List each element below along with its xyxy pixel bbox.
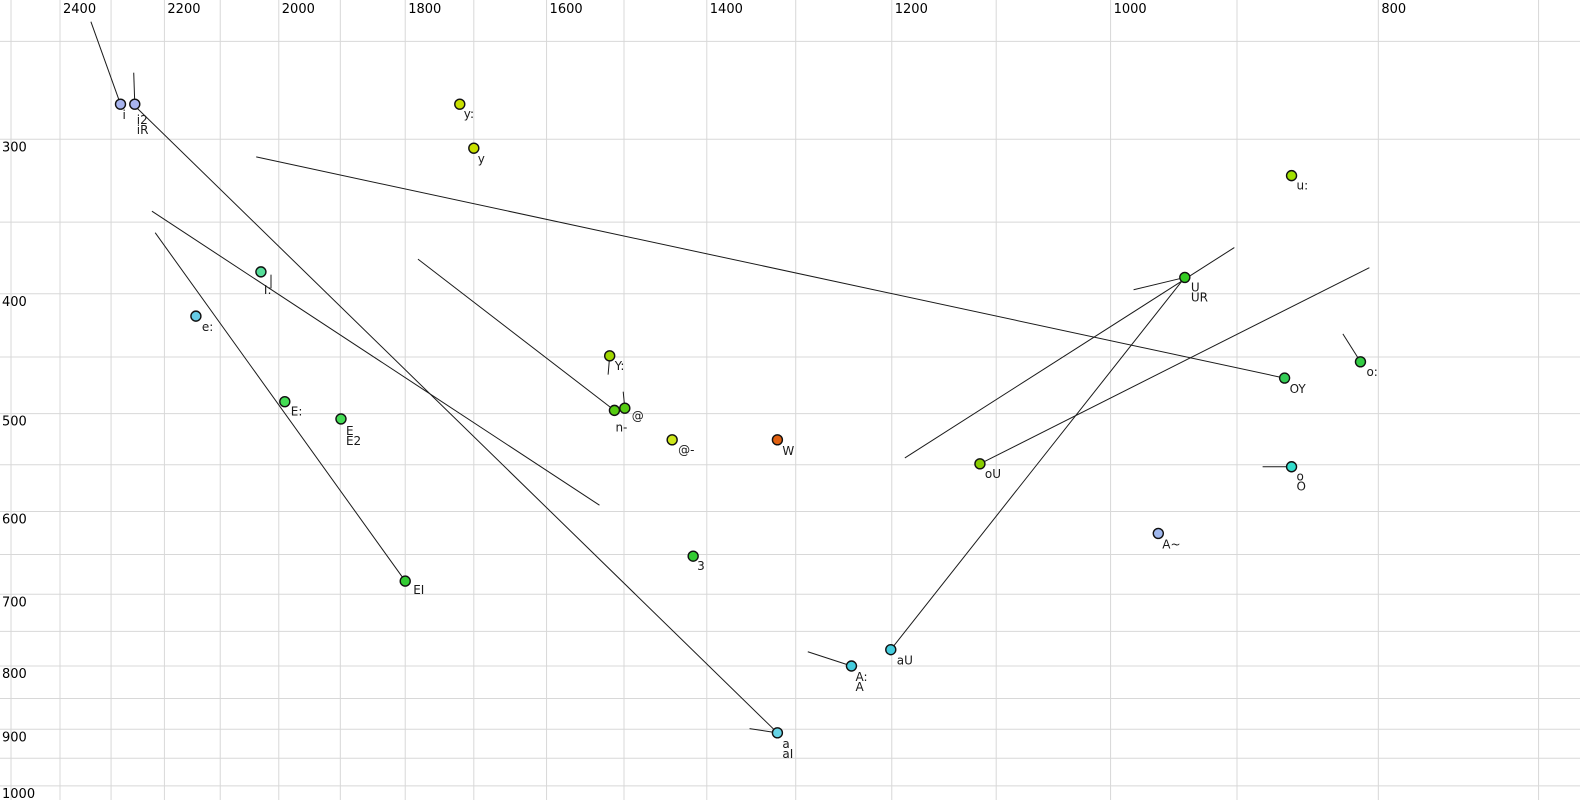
trajectory-line-6	[417, 258, 615, 411]
point-dot-oU[interactable]	[974, 458, 986, 470]
point-label-n-0: n-	[615, 420, 627, 434]
trajectory-line-5	[256, 156, 1285, 379]
point-label-aaI-1: aI	[782, 747, 793, 761]
point-dot-W[interactable]	[771, 434, 784, 446]
point-dot-Y[interactable]	[603, 350, 616, 362]
point-dot-i[interactable]	[114, 98, 127, 110]
point-label-e-0: e:	[202, 320, 213, 334]
point-label-y-0: y:	[464, 107, 474, 121]
point-dot-I[interactable]	[255, 266, 267, 278]
y-axis-tick-label-1000: 1000	[2, 787, 35, 800]
point-label-o-0: o:	[1366, 365, 1377, 379]
trajectory-line-2	[136, 107, 778, 734]
point-dot-o[interactable]	[1354, 356, 1367, 368]
point-label-W-0: W	[782, 444, 794, 458]
point-label-aU-0: aU	[897, 654, 913, 668]
point-label-aaI-0: a	[782, 737, 789, 751]
point-label-y-0: y	[478, 152, 485, 166]
point-dot-y[interactable]	[468, 142, 480, 154]
y-axis-tick-label-300: 300	[2, 140, 27, 155]
point-dot-y[interactable]	[454, 98, 466, 110]
point-dot-E[interactable]	[279, 395, 291, 408]
point-label-pt-0: @-	[678, 443, 694, 457]
point-dot-pt[interactable]	[619, 402, 631, 414]
point-label-UUR-0: U	[1191, 280, 1200, 294]
point-dot-oO[interactable]	[1285, 461, 1298, 473]
point-label-u-0: u:	[1297, 179, 1309, 193]
x-axis-tick-label-2400: 2400	[63, 2, 96, 17]
point-label-AA-0: A:	[855, 670, 867, 684]
x-axis-tick-label-1400: 1400	[710, 2, 743, 17]
y-axis-tick-label-900: 900	[2, 730, 27, 745]
point-label-oO-0: o	[1297, 470, 1304, 484]
x-axis-tick-label-1600: 1600	[550, 2, 583, 17]
point-label-i-0: i	[122, 108, 125, 122]
y-axis-tick-label-700: 700	[2, 595, 27, 610]
point-label-I-0: I:	[264, 283, 272, 297]
point-label-E-0: E:	[291, 405, 303, 419]
point-dot-OY[interactable]	[1278, 372, 1291, 384]
point-label-Y-0: Y:	[614, 359, 625, 373]
point-dot-pt[interactable]	[666, 434, 678, 446]
trajectory-line-16	[807, 651, 852, 667]
point-label-UUR-1: UR	[1191, 290, 1208, 304]
point-label-AA-1: A	[855, 680, 864, 694]
point-dot-aaI[interactable]	[771, 727, 784, 739]
point-dot-EE2[interactable]	[335, 413, 347, 425]
point-label-i2iR-0: i2	[137, 113, 148, 127]
trajectory-line-11	[904, 247, 1235, 459]
point-label-EI-0: EI	[413, 583, 424, 597]
point-label-OY-0: OY	[1290, 382, 1307, 396]
point-dot-aU[interactable]	[885, 643, 897, 656]
point-dot-3[interactable]	[687, 550, 699, 562]
point-label-pt-0: @	[632, 409, 644, 423]
point-label-3-0: 3	[697, 559, 705, 573]
point-dot-e[interactable]	[190, 310, 202, 322]
trajectory-line-4	[154, 232, 406, 582]
point-label-EE2-0: E	[346, 424, 354, 438]
trajectory-line-13	[1133, 276, 1185, 291]
point-dot-u[interactable]	[1285, 169, 1298, 182]
trajectory-line-3	[151, 210, 600, 506]
point-dot-n[interactable]	[608, 404, 621, 417]
point-label-EE2-1: E2	[346, 434, 361, 448]
x-axis-tick-label-1800: 1800	[408, 2, 441, 17]
trajectory-line-10	[979, 267, 1370, 465]
y-axis-tick-label-500: 500	[2, 415, 27, 430]
y-axis-tick-label-600: 600	[2, 513, 27, 528]
x-axis-tick-label-800: 800	[1381, 2, 1406, 17]
point-label-A-0: A~	[1162, 537, 1180, 551]
y-axis-tick-label-400: 400	[2, 295, 27, 310]
point-dot-A[interactable]	[1152, 527, 1164, 540]
x-axis-tick-label-2200: 2200	[167, 2, 200, 17]
x-axis-tick-label-2000: 2000	[282, 2, 315, 17]
point-label-oU-0: oU	[985, 467, 1001, 481]
point-dot-i2iR[interactable]	[129, 98, 141, 110]
point-label-i2iR-1: iR	[137, 123, 149, 137]
trajectory-line-12	[890, 277, 1186, 650]
x-axis-tick-label-1200: 1200	[895, 2, 928, 17]
point-dot-EI[interactable]	[399, 575, 411, 587]
point-label-oO-1: O	[1297, 480, 1306, 494]
y-axis-tick-label-800: 800	[2, 667, 27, 682]
point-dot-UUR[interactable]	[1179, 271, 1191, 284]
x-axis-tick-label-1000: 1000	[1114, 2, 1147, 17]
trajectory-line-0	[90, 21, 121, 105]
point-dot-AA[interactable]	[845, 660, 858, 672]
